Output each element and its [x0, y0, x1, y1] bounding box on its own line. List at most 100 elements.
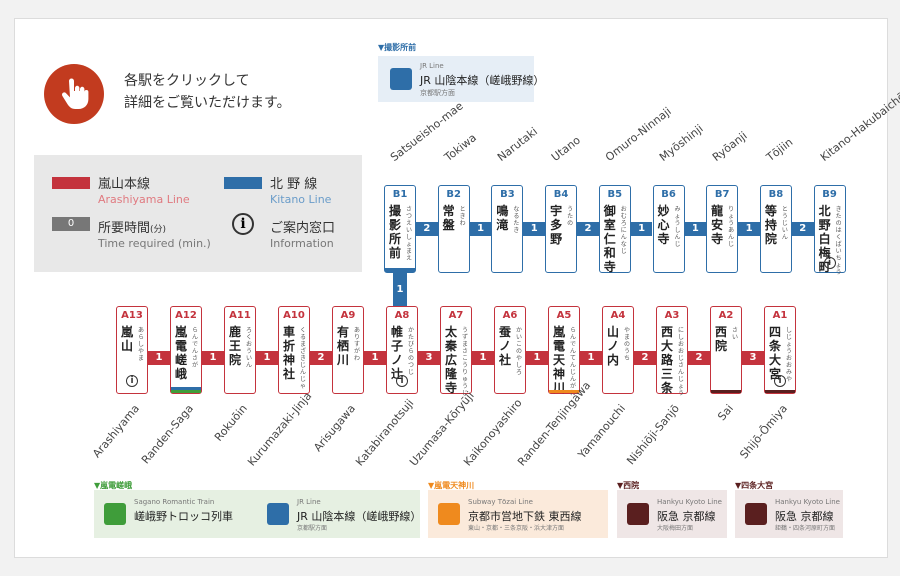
station-a3[interactable]: A3 西大路三条 にしおおじさんじょう: [656, 306, 688, 397]
arashiyama-segment: [256, 351, 278, 365]
info-icon: i: [232, 213, 254, 235]
arashiyama-time: 1: [155, 352, 163, 363]
station-kana: うたの: [567, 206, 574, 227]
info-icon: i: [126, 375, 138, 387]
kitano-segment: [416, 222, 438, 236]
legend-info-jp: ご案内窓口: [270, 221, 336, 236]
station-kana: ろくおういん: [245, 327, 252, 369]
station-b3[interactable]: B3 鳴滝 なるたき: [491, 185, 524, 273]
station-a11[interactable]: A11 鹿王院 ろくおういん: [224, 306, 256, 394]
station-name: 嵐電天神川: [552, 325, 565, 395]
station-a6[interactable]: A6 蚕ノ社 かいこのやしろ: [494, 306, 526, 394]
arashiyama-segment: [202, 351, 224, 365]
top-transfer-box[interactable]: JR Line JR 山陰本線（嵯峨野線） 京都駅方面: [378, 56, 544, 102]
station-name: 鳴滝: [496, 204, 509, 232]
station-kana: とうじいん: [781, 206, 788, 241]
station-name: 嵐電嵯峨: [174, 325, 187, 381]
station-name: 等持院: [764, 204, 777, 246]
transfer-heading: ▼四条大宮: [735, 481, 774, 490]
transfer-sub: Subway Tōzai Line: [468, 498, 533, 506]
transfer-dir: 東山・京都・三条京阪・浜大津方面: [468, 525, 565, 532]
kitano-segment: [791, 222, 814, 236]
route-map-card: [14, 18, 888, 558]
station-b5[interactable]: B5 御室仁和寺 おむろにんなじ: [598, 185, 631, 274]
legend-time-jp: 所要時間(分): [98, 221, 167, 236]
transfer-line-icon: [267, 503, 289, 525]
station-kana: きたのはくばいちょう: [835, 206, 842, 276]
station-b6[interactable]: B6 妙心寺 みょうしんじ: [652, 185, 685, 273]
station-b1[interactable]: B1 撮影所前 さつえいしょまえ: [384, 185, 416, 273]
station-name: 常盤: [442, 204, 455, 232]
info-icon: i: [396, 375, 408, 387]
station-a8[interactable]: A8 帷子ノ辻 かたびらのつじ i: [386, 306, 418, 394]
transfer-heading: ▼西院: [617, 481, 640, 490]
arashiyama-time: 1: [533, 352, 541, 363]
station-b9[interactable]: B9 北野白梅町 きたのはくばいちょう i: [813, 185, 846, 276]
station-b4[interactable]: B4 宇多野 うたの: [545, 185, 578, 273]
transfer-dir: 大阪梅田方面: [657, 525, 694, 532]
arashiyama-segment: [364, 351, 386, 365]
station-kana: かたびらのつじ: [407, 327, 414, 376]
station-code: B8: [768, 189, 784, 200]
station-kana: りょうあんじ: [728, 206, 735, 248]
station-kana: しじょうおおみや: [785, 327, 792, 383]
branch-time: 1: [396, 283, 404, 295]
arashiyama-time: 2: [641, 352, 649, 363]
transfer-line-icon: [627, 503, 649, 525]
transfer-name: 阪急 京都線: [657, 510, 716, 523]
legend-arashiyama-en: Arashiyama Line: [98, 193, 190, 206]
arashiyama-time: 3: [749, 352, 757, 363]
info-icon: i: [823, 257, 836, 269]
station-code: B5: [607, 189, 623, 200]
transfer-sub: Hankyu Kyoto Line: [657, 498, 722, 506]
station-code: A1: [772, 310, 788, 321]
station-name: 撮影所前: [388, 204, 401, 260]
station-a1[interactable]: A1 四条大宮 しじょうおおみや i: [764, 306, 796, 394]
transfer-box[interactable]: Sagano Romantic Train 嵯峨野トロッコ列車 JR Line JR …: [94, 490, 421, 538]
station-kana: やまのうち: [623, 327, 630, 362]
station-name: 西院: [714, 325, 727, 353]
station-a7[interactable]: A7 太秦広隆寺 うずまさこうりゅうじ: [440, 306, 472, 397]
station-kana: ありすがわ: [353, 327, 360, 362]
station-code: A5: [556, 310, 572, 321]
arashiyama-time: 1: [479, 352, 487, 363]
station-kana: かいこのやしろ: [515, 327, 522, 376]
transfer-heading: ▼嵐電天神川: [428, 481, 475, 490]
intro-text: 各駅をクリックして 詳細をご覧いただけます。: [124, 70, 291, 114]
station-a10[interactable]: A10 車折神社 くるまざきじんじゃ: [278, 306, 310, 394]
jr-line-icon: [390, 68, 412, 90]
station-a2[interactable]: A2 西院 さい: [710, 306, 742, 394]
station-code: A10: [283, 310, 305, 321]
branch-stripe: [385, 268, 415, 272]
transfer-box[interactable]: Hankyu Kyoto Line 阪急 京都線大阪梅田方面: [617, 490, 727, 538]
station-code: A7: [448, 310, 464, 321]
station-a9[interactable]: A9 有栖川 ありすがわ: [332, 306, 364, 394]
transfer-name: 嵯峨野トロッコ列車: [134, 510, 233, 523]
station-code: B4: [553, 189, 569, 200]
arashiyama-time: 1: [263, 352, 271, 363]
station-a12[interactable]: A12 嵐電嵯峨 らんでんさが: [170, 306, 202, 394]
station-a4[interactable]: A4 山ノ内 やまのうち: [602, 306, 634, 394]
top-transfer-sub: JR Line: [420, 62, 444, 70]
station-a5[interactable]: A5 嵐電天神川 らんでんてんじんがわ: [548, 306, 580, 397]
station-code: B6: [661, 189, 676, 200]
top-transfer-heading: ▼撮影所前: [378, 43, 417, 52]
station-kana: みょうしんじ: [674, 206, 681, 248]
transfer-stripe: [549, 390, 579, 393]
legend: 嵐山本線 Arashiyama Line 北 野 線 Kitano Line 0…: [34, 155, 362, 272]
station-b7[interactable]: B7 龍安寺 りょうあんじ: [706, 185, 739, 273]
arashiyama-time: 1: [209, 352, 217, 363]
station-b2[interactable]: B2 常盤 ときわ: [437, 185, 470, 273]
transfer-box[interactable]: Hankyu Kyoto Line 阪急 京都線 鉅鶴・四条河原町方面: [735, 490, 843, 538]
station-b8[interactable]: B8 等持院 とうじいん: [759, 185, 792, 273]
transfer-box[interactable]: Subway Tōzai Line 京都市営地下鉄 東西線 東山・京都・三条京阪・浜…: [428, 490, 608, 538]
station-code: A13: [121, 310, 143, 321]
station-code: A11: [229, 310, 251, 321]
station-code: A8: [394, 310, 410, 321]
kitano-time: 2: [799, 223, 807, 234]
kitano-segment: [469, 222, 492, 236]
transfer-stripe: [711, 390, 741, 393]
station-a13[interactable]: A13 嵐山 あらしやま i: [116, 306, 148, 394]
legend-arashiyama-jp: 嵐山本線: [98, 177, 151, 192]
station-kana: なるたき: [513, 206, 520, 234]
